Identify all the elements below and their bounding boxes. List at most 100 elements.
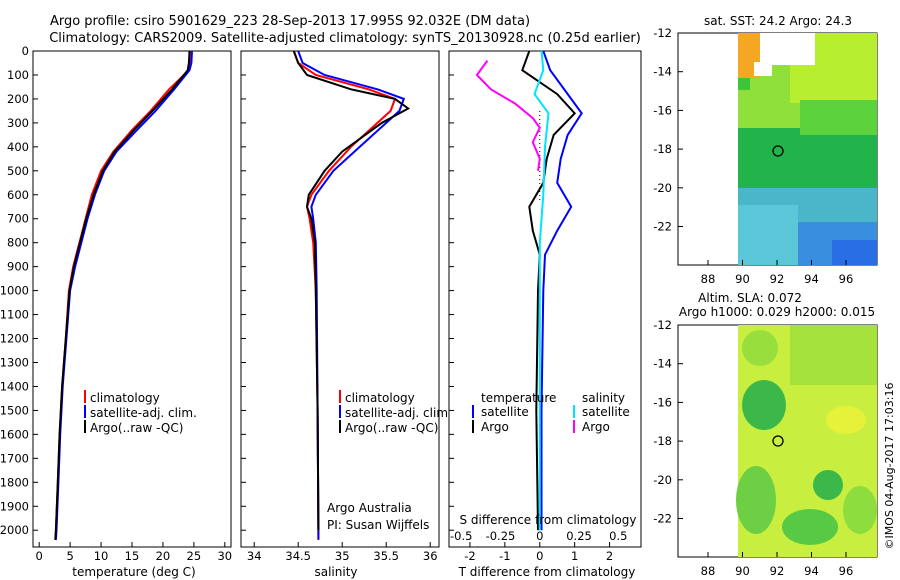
temperature-xlabel: temperature (deg C) (72, 565, 195, 579)
sst-lon-axis: 88 90 92 94 96 (701, 260, 854, 286)
salinity-plot-frame (240, 50, 440, 548)
lon-tick-label: 94 (804, 564, 819, 578)
x-tick-label: 34 (247, 549, 262, 563)
x-tick-label: -1 (499, 549, 510, 563)
depth-tick-label: 2000 (0, 523, 29, 537)
lon-tick-label: 88 (701, 272, 716, 286)
sla-lon-axis: 88 90 92 94 96 (701, 552, 854, 578)
salinity-series (292, 51, 411, 540)
legend-sal-satellite-label: satellite (582, 405, 630, 419)
depth-tick-label: 1300 (0, 355, 29, 369)
x-tick-label: 10 (94, 549, 109, 563)
lon-tick-label: 92 (770, 564, 785, 578)
lon-tick-label: 96 (839, 272, 854, 286)
s-diff-tick-label: -0.25 (486, 529, 516, 543)
salinity-legend: climatology satellite-adj. clim. Argo(..… (339, 390, 452, 435)
imos-timestamp: ©IMOS 04-Aug-2017 17:03:16 (883, 383, 896, 550)
x-tick-label: 35.5 (373, 549, 399, 563)
sst-profile-marker (772, 145, 784, 157)
lon-tick-label: 96 (839, 564, 854, 578)
depth-tick-label: 800 (7, 236, 29, 250)
temperature-plot-frame (32, 50, 232, 548)
title-line2: Climatology: CARS2009. Satellite-adjuste… (49, 31, 641, 46)
legend-sal-argo-label: Argo (582, 420, 610, 434)
lon-tick-label: 90 (735, 272, 750, 286)
sla-lat-axis: -12 -14 -16 -18 -20 -22 (653, 318, 683, 526)
depth-tick-label: 700 (7, 212, 29, 226)
difference-panel: -2 -1 0 1 2 temperature salinity satellite A… (448, 50, 642, 579)
x-tick-label: 0 (36, 549, 43, 563)
temperature-x-axis: 0 5 10 15 20 25 30 (36, 542, 232, 563)
x-tick-label: 20 (156, 549, 171, 563)
legend-temp-argo-label: Argo (481, 420, 509, 434)
s-difference-ticks: -0.5 -0.25 0 0.25 0.5 (450, 529, 627, 543)
difference-legend: temperature salinity satellite Argo sate… (472, 391, 630, 434)
sla-map-panel: Altim. SLA: 0.072 Argo h1000: 0.029 h200… (653, 291, 878, 578)
sla-map-title1: Altim. SLA: 0.072 (698, 291, 802, 305)
legend-satellite-label: satellite-adj. clim. (345, 406, 452, 420)
series-line-argo-raw-qc- (292, 51, 411, 531)
salinity-xlabel: salinity (314, 565, 357, 579)
difference-series (475, 51, 583, 531)
lon-tick-label: 88 (701, 564, 716, 578)
legend-salinity-title: salinity (582, 391, 625, 405)
x-tick-label: 1 (571, 549, 578, 563)
salinity-x-axis: 34 34.5 35 35.5 36 (247, 542, 438, 563)
difference-depth-ticks (449, 50, 454, 531)
lat-tick-label: -16 (653, 395, 672, 409)
depth-tick-label: 200 (7, 92, 29, 106)
legend-climatology-label: climatology (90, 391, 160, 405)
legend-argo-label: Argo(..raw -QC) (90, 421, 183, 435)
lat-tick-label: -14 (653, 357, 672, 371)
sst-map-title: sat. SST: 24.2 Argo: 24.3 (704, 14, 852, 28)
depth-tick-label: 500 (7, 164, 29, 178)
lat-tick-label: -22 (653, 220, 672, 234)
s-diff-tick-label: -0.5 (450, 529, 472, 543)
depth-tick-label: 600 (7, 188, 29, 202)
series-line-salinity-satellite (533, 51, 550, 531)
series-line-salinity-argo (475, 60, 541, 171)
lat-tick-label: -22 (653, 512, 672, 526)
x-tick-label: 0 (536, 549, 543, 563)
depth-tick-label: 1600 (0, 427, 29, 441)
temperature-legend: climatology satellite-adj. clim. Argo(..… (84, 390, 197, 435)
legend-temperature-title: temperature (481, 391, 556, 405)
s-diff-tick-label: 0.25 (566, 529, 592, 543)
depth-tick-label: 100 (7, 68, 29, 82)
title-line1: Argo profile: csiro 5901629_223 28-Sep-2… (50, 14, 530, 29)
x-tick-label: 15 (125, 549, 140, 563)
depth-tick-label: 0 (22, 44, 29, 58)
lat-tick-label: -14 (653, 65, 672, 79)
salinity-panel: 34 34.5 35 35.5 36 climatology satellite-adj… (240, 50, 452, 579)
depth-tick-label: 1000 (0, 284, 29, 298)
x-tick-label: 35 (335, 549, 350, 563)
sst-lat-axis: -12 -14 -16 -18 -20 -22 (653, 26, 683, 234)
legend-argo-label: Argo(..raw -QC) (345, 421, 438, 435)
lon-tick-label: 90 (735, 564, 750, 578)
legend-satellite-label: satellite-adj. clim. (90, 406, 197, 420)
argo-australia-note: Argo Australia (327, 501, 412, 515)
sst-field (738, 33, 877, 265)
depth-tick-label: 1800 (0, 475, 29, 489)
lon-tick-label: 92 (770, 272, 785, 286)
series-line-temperature-satellite (540, 51, 583, 531)
pi-note: PI: Susan Wijffels (327, 518, 429, 532)
s-diff-tick-label: 0.5 (609, 529, 627, 543)
lon-tick-label: 94 (804, 272, 819, 286)
x-tick-label: 5 (66, 549, 73, 563)
lat-tick-label: -16 (653, 103, 672, 117)
lat-tick-label: -12 (653, 26, 672, 40)
sla-map-title2: Argo h1000: 0.029 h2000: 0.015 (679, 305, 875, 319)
x-tick-label: 25 (187, 549, 202, 563)
depth-tick-label: 1200 (0, 332, 29, 346)
s-difference-label: S difference from climatology (460, 513, 637, 527)
series-line-argo-raw-qc- (54, 51, 191, 540)
salinity-depth-ticks (241, 50, 246, 531)
lat-tick-label: -18 (653, 434, 672, 448)
lat-tick-label: -20 (653, 473, 672, 487)
lat-tick-label: -18 (653, 142, 672, 156)
t-difference-xlabel: T difference from climatology (458, 565, 636, 579)
difference-x-axis: -2 -1 0 1 2 (464, 542, 613, 563)
depth-tick-label: 1900 (0, 499, 29, 513)
